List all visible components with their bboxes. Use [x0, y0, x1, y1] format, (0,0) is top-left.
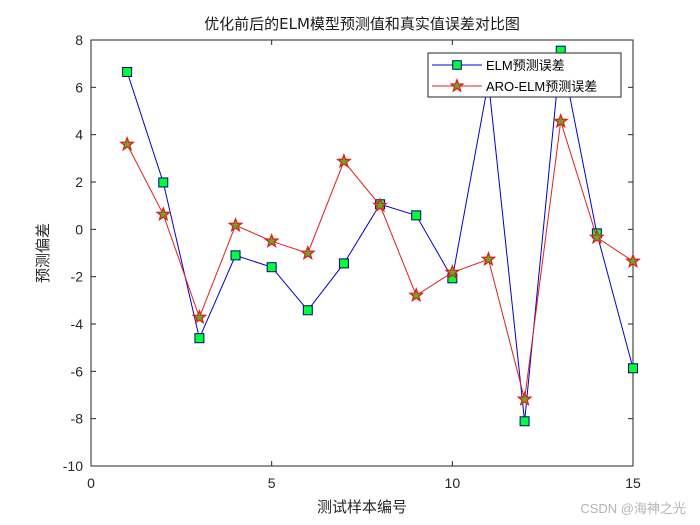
axes-frame — [90, 39, 634, 467]
y-tick-label: 6 — [75, 79, 83, 95]
star-marker-icon — [480, 251, 497, 267]
plot-area: 0 5 10 15 -10 -8 -6 -4 -2 0 2 4 6 8 — [63, 32, 641, 491]
square-marker-icon — [230, 250, 241, 261]
square-marker-icon — [628, 363, 638, 374]
square-marker-icon — [122, 66, 133, 77]
y-tick-label: -10 — [63, 458, 83, 474]
square-marker-icon — [266, 262, 277, 273]
x-tick-label: 10 — [445, 475, 461, 491]
chart-title: 优化前后的ELM模型预测值和真实值误差对比图 — [204, 15, 520, 33]
square-marker-icon — [158, 177, 169, 188]
x-tick-label: 0 — [87, 475, 95, 491]
star-marker-icon — [552, 113, 569, 129]
y-tick-label: -6 — [71, 363, 84, 379]
star-marker-icon — [299, 244, 316, 261]
legend-label: ELM预测误差 — [486, 58, 565, 73]
y-tick-label: 2 — [75, 174, 83, 190]
square-marker-icon — [452, 60, 462, 70]
square-marker-icon — [411, 210, 422, 221]
watermark: CSDN @海神之光 — [580, 501, 686, 516]
star-marker-icon — [588, 229, 605, 245]
x-tick-label: 15 — [625, 475, 641, 491]
star-marker-icon — [372, 197, 389, 213]
star-marker-icon — [155, 206, 172, 222]
star-marker-icon — [119, 136, 136, 152]
square-marker-icon — [194, 333, 205, 344]
y-tick-label: 0 — [75, 221, 83, 237]
y-tick-label: -8 — [71, 411, 84, 427]
x-tick-label: 5 — [268, 475, 276, 491]
y-axis-label: 预测偏差 — [34, 223, 52, 283]
star-marker-icon — [516, 390, 533, 407]
y-tick-label: -4 — [71, 316, 84, 332]
star-marker-icon — [449, 77, 465, 93]
square-marker-icon — [338, 258, 349, 269]
y-tick-label: 4 — [75, 127, 83, 143]
legend-label: ARO-ELM预测误差 — [486, 79, 597, 94]
square-marker-icon — [302, 305, 313, 316]
square-marker-icon — [519, 416, 530, 427]
series-aro-elm — [119, 113, 641, 407]
star-marker-icon — [191, 309, 208, 325]
x-axis-label: 测试样本编号 — [317, 498, 407, 516]
star-marker-icon — [335, 153, 352, 169]
star-marker-icon — [227, 216, 244, 233]
y-tick-label: -2 — [71, 269, 84, 285]
star-marker-icon — [444, 264, 461, 280]
star-marker-icon — [408, 286, 425, 303]
legend: ELM预测误差 ARO-ELM预测误差 — [427, 52, 622, 98]
star-marker-icon — [263, 232, 280, 248]
y-tick-label: 8 — [75, 32, 83, 48]
star-marker-icon — [625, 252, 641, 269]
